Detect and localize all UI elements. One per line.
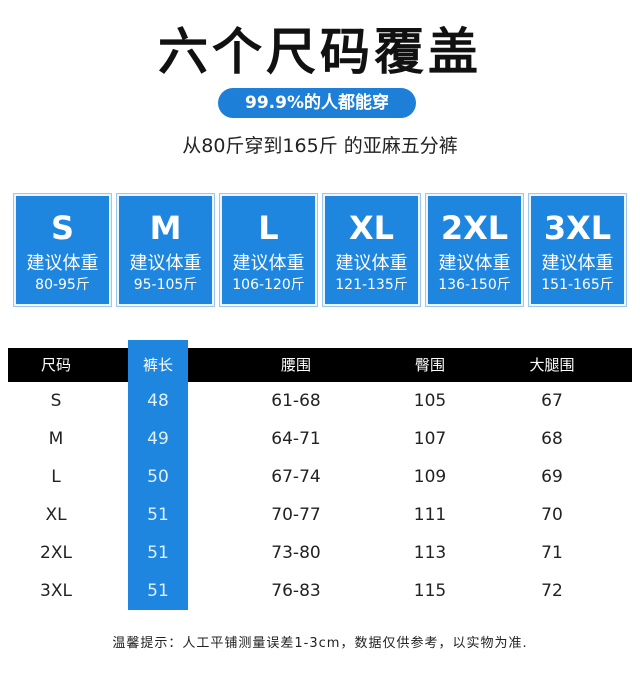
size-label: 2XL xyxy=(440,209,509,247)
size-weight-range: 121-135斤 xyxy=(335,277,408,293)
cell-size: M xyxy=(48,429,64,449)
size-card-xl: XL 建议体重 121-135斤 xyxy=(322,193,421,307)
col-header-length: 裤长 xyxy=(142,356,173,374)
cell-thigh: 72 xyxy=(541,581,563,601)
size-label: XL xyxy=(348,209,395,247)
cell-size: 3XL xyxy=(40,581,72,601)
table-row: 3XL 51 76-83 115 72 xyxy=(0,572,640,610)
size-cards: S 建议体重 80-95斤 M 建议体重 95-105斤 L 建议体重 106-… xyxy=(13,193,627,307)
size-advice: 建议体重 xyxy=(438,253,511,274)
size-weight-range: 136-150斤 xyxy=(438,277,511,293)
size-card-3xl: 3XL 建议体重 151-165斤 xyxy=(528,193,627,307)
cell-size: S xyxy=(50,391,62,411)
size-label: L xyxy=(258,209,279,247)
table-row: XL 51 70-77 111 70 xyxy=(0,496,640,534)
cell-waist: 73-80 xyxy=(271,543,321,563)
cell-waist: 76-83 xyxy=(271,581,321,601)
size-card-m: M 建议体重 95-105斤 xyxy=(116,193,215,307)
cell-length: 51 xyxy=(147,581,169,601)
size-card-2xl: 2XL 建议体重 136-150斤 xyxy=(425,193,524,307)
size-advice: 建议体重 xyxy=(26,253,99,274)
table-header: 尺码 腰围 臀围 大腿围 xyxy=(8,348,632,382)
measurement-note: 温馨提示：人工平铺测量误差1-3cm，数据仅供参考，以实物为准. xyxy=(112,636,528,651)
col-header-waist: 腰围 xyxy=(280,356,311,374)
cell-thigh: 70 xyxy=(541,505,563,525)
cell-hip: 109 xyxy=(413,467,447,487)
size-weight-range: 151-165斤 xyxy=(541,277,614,293)
cell-waist: 61-68 xyxy=(271,391,321,411)
cell-length: 48 xyxy=(147,391,169,411)
size-weight-range: 80-95斤 xyxy=(35,277,90,293)
size-label: M xyxy=(149,209,182,247)
cell-waist: 64-71 xyxy=(271,429,321,449)
size-label: S xyxy=(50,209,75,247)
size-advice: 建议体重 xyxy=(232,253,305,274)
size-advice: 建议体重 xyxy=(335,253,408,274)
col-header-size: 尺码 xyxy=(40,356,71,374)
cell-length: 51 xyxy=(147,505,169,525)
size-weight-range: 106-120斤 xyxy=(232,277,305,293)
cell-length: 51 xyxy=(147,543,169,563)
cell-length: 49 xyxy=(147,429,169,449)
cell-thigh: 68 xyxy=(541,429,563,449)
cell-hip: 111 xyxy=(413,505,447,525)
table-row: M 49 64-71 107 68 xyxy=(0,420,640,458)
page-title: 六个尺码覆盖 xyxy=(158,23,482,81)
size-advice: 建议体重 xyxy=(541,253,614,274)
cell-thigh: 67 xyxy=(541,391,563,411)
cell-waist: 67-74 xyxy=(271,467,321,487)
cell-hip: 105 xyxy=(413,391,447,411)
table-row: S 48 61-68 105 67 xyxy=(0,382,640,420)
col-header-thigh: 大腿围 xyxy=(529,356,575,374)
size-card-s: S 建议体重 80-95斤 xyxy=(13,193,112,307)
cell-size: 2XL xyxy=(40,543,72,563)
size-advice: 建议体重 xyxy=(129,253,202,274)
cell-thigh: 71 xyxy=(541,543,563,563)
cell-waist: 70-77 xyxy=(271,505,321,525)
coverage-badge: 99.9%的人都能穿 xyxy=(218,88,416,118)
cell-hip: 107 xyxy=(413,429,447,449)
cell-thigh: 69 xyxy=(541,467,563,487)
cell-hip: 115 xyxy=(413,581,447,601)
size-card-l: L 建议体重 106-120斤 xyxy=(219,193,318,307)
length-column-highlight xyxy=(128,340,188,610)
size-label: 3XL xyxy=(543,209,612,247)
col-header-hip: 臀围 xyxy=(414,356,445,374)
table-row: 2XL 51 73-80 113 71 xyxy=(0,534,640,572)
cell-hip: 113 xyxy=(413,543,447,563)
cell-size: XL xyxy=(45,505,67,525)
page-subtitle: 从80斤穿到165斤 的亚麻五分裤 xyxy=(182,135,458,157)
size-weight-range: 95-105斤 xyxy=(133,277,198,293)
cell-length: 50 xyxy=(147,467,169,487)
cell-size: L xyxy=(51,467,61,487)
table-row: L 50 67-74 109 69 xyxy=(0,458,640,496)
